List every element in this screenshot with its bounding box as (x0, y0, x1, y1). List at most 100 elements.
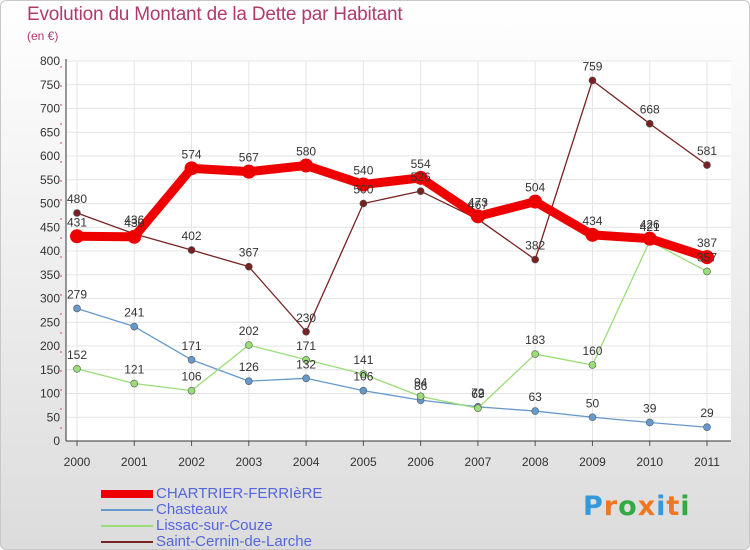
y-tick-label: 0 (53, 434, 60, 448)
x-tick-label: 2009 (579, 455, 606, 469)
legend-swatch (101, 525, 153, 527)
data-label: 526 (411, 170, 431, 184)
data-point (187, 246, 196, 254)
logo-letter: r (603, 491, 619, 522)
data-point (642, 231, 657, 246)
data-label: 367 (239, 246, 259, 260)
data-label: 141 (353, 353, 373, 367)
data-point (416, 187, 425, 195)
y-tick-label: 100 (40, 387, 60, 401)
y-tick-label: 350 (40, 268, 60, 282)
data-label: 436 (124, 213, 144, 227)
y-tick-label: 150 (40, 363, 60, 377)
chart-title: Evolution du Montant de la Dette par Hab… (27, 4, 403, 25)
data-label: 279 (67, 287, 87, 301)
data-point (187, 386, 196, 395)
x-tick-label: 2001 (121, 455, 148, 469)
data-point (245, 341, 253, 349)
data-label: 202 (239, 324, 259, 338)
data-point (245, 377, 253, 385)
data-label: 94 (414, 375, 428, 389)
data-point (302, 327, 310, 336)
proxiti-logo: Proxiti (583, 491, 691, 522)
logo-letter: t (666, 491, 681, 522)
data-point (531, 350, 539, 358)
y-tick-label: 700 (40, 102, 60, 116)
data-label: 171 (296, 339, 316, 353)
data-label: 160 (582, 344, 602, 358)
data-point (130, 379, 139, 388)
data-label: 152 (67, 348, 87, 362)
data-point (470, 209, 485, 224)
data-point (73, 304, 81, 313)
data-label: 540 (353, 164, 373, 178)
data-point (528, 194, 543, 209)
data-label: 473 (468, 195, 488, 209)
series-line-1 (76, 307, 708, 428)
data-label: 431 (67, 215, 87, 229)
legend-label: Lissac-sur-Couze (156, 517, 273, 534)
y-tick-label: 200 (40, 339, 60, 353)
x-tick-label: 2004 (293, 455, 320, 469)
data-label: 430 (124, 216, 144, 230)
data-label: 421 (640, 220, 660, 234)
data-point (474, 404, 482, 413)
y-tick-label: 650 (40, 125, 60, 139)
data-label: 387 (697, 236, 717, 250)
data-point (700, 250, 714, 265)
data-point (73, 209, 81, 217)
data-point (531, 407, 539, 415)
data-point (302, 374, 310, 383)
legend-swatch (101, 541, 153, 543)
series-line-2 (76, 240, 708, 409)
data-label: 357 (697, 250, 717, 264)
legend-label: Saint-Cernin-de-Larche (156, 533, 312, 550)
logo-letter: x (637, 491, 657, 522)
series-line-3 (76, 79, 708, 333)
data-point (531, 255, 539, 264)
data-point (585, 227, 600, 242)
data-label: 554 (411, 157, 431, 171)
data-point (359, 370, 368, 378)
data-point (70, 229, 84, 244)
data-label: 480 (67, 192, 87, 206)
legend-label: CHARTRIER-FERRIèRE (156, 485, 323, 502)
data-label: 500 (353, 183, 373, 197)
data-point (588, 361, 597, 369)
data-label: 434 (582, 214, 602, 228)
data-label: 69 (471, 387, 485, 401)
data-label: 50 (586, 396, 600, 410)
data-label: 86 (414, 379, 428, 393)
y-tick-label: 250 (40, 315, 60, 329)
data-label: 183 (525, 333, 545, 347)
data-label: 39 (643, 401, 657, 415)
x-tick-label: 2006 (407, 455, 434, 469)
data-label: 581 (697, 144, 717, 158)
data-label: 467 (468, 198, 488, 212)
data-label: 230 (296, 311, 316, 325)
data-label: 567 (239, 151, 259, 165)
y-tick-label: 800 (40, 54, 60, 68)
data-point (302, 355, 310, 364)
data-point (359, 199, 368, 208)
data-point (703, 161, 711, 169)
data-label: 121 (124, 363, 144, 377)
data-point (413, 170, 428, 185)
data-point (184, 161, 199, 176)
data-point (187, 355, 196, 364)
y-tick-label: 50 (47, 410, 61, 424)
data-point (127, 229, 142, 244)
legend-label: Chasteaux (156, 501, 228, 518)
data-point (416, 392, 425, 401)
data-label: 241 (124, 306, 144, 320)
data-label: 72 (471, 386, 485, 400)
data-point (359, 386, 368, 395)
data-point (356, 177, 371, 192)
y-tick-label: 500 (40, 197, 60, 211)
data-label: 402 (182, 229, 202, 243)
data-point (645, 418, 654, 427)
x-tick-label: 2007 (465, 455, 492, 469)
data-point (241, 164, 256, 179)
x-tick-label: 2000 (64, 455, 91, 469)
